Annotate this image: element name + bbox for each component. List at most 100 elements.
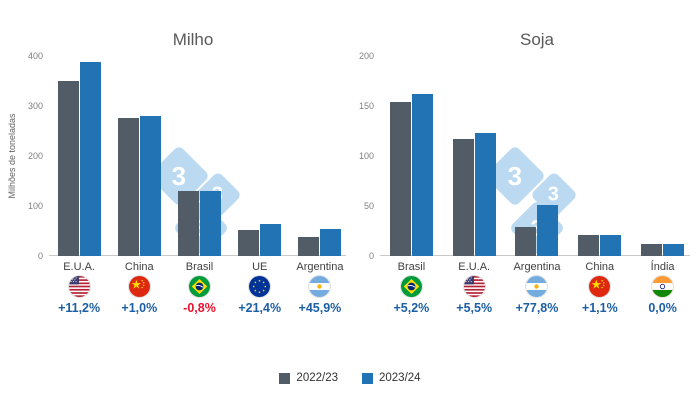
bar-group	[290, 56, 350, 256]
legend-item-2023-24: 2023/24	[362, 372, 421, 384]
china-flag-icon	[128, 276, 150, 297]
category-column: Índia 0,0%	[631, 56, 694, 315]
bar-group	[568, 56, 631, 256]
bar-2023-24	[260, 224, 282, 256]
category-label: E.U.A.	[458, 261, 491, 273]
category-column: China +1,1%	[568, 56, 631, 315]
chart-title: Milho	[172, 30, 214, 49]
legend-swatch-2023-24	[362, 372, 373, 384]
bar-2022-23	[515, 227, 537, 256]
change-percentage: +11,2%	[58, 301, 101, 315]
y-axis-tick-label: 400	[27, 51, 43, 61]
legend-item-2022-23: 2022/23	[279, 372, 338, 384]
chart-body: 050100150200333Brasil+5,2%E.U.A.+5,5%Arg…	[350, 51, 694, 315]
bar-2022-23	[298, 237, 320, 256]
bar-group	[380, 56, 443, 256]
usa-flag-icon	[68, 276, 90, 297]
ue-flag-icon	[249, 276, 271, 297]
bar-2023-24	[320, 228, 342, 256]
y-axis-tick-label: 100	[27, 201, 43, 211]
category-label: Argentina	[296, 261, 344, 273]
change-percentage: +5,2%	[393, 301, 430, 315]
y-axis-tick-label: 100	[358, 151, 374, 161]
bar-2022-23	[117, 117, 139, 256]
y-axis-tick-label: 300	[27, 101, 43, 111]
category-label: UE	[252, 261, 268, 273]
category-column: Argentina +77,8%	[506, 56, 569, 315]
bar-group	[169, 56, 229, 256]
category-label: Argentina	[513, 261, 561, 273]
category-label: E.U.A.	[63, 261, 95, 273]
category-label: Índia	[650, 261, 675, 273]
chart-title: Soja	[519, 30, 555, 49]
change-percentage: +1,1%	[581, 301, 618, 315]
change-percentage: 0,0%	[648, 301, 677, 315]
bar-group	[230, 56, 290, 256]
category-column: Argentina +45,9%	[290, 56, 350, 315]
bar-2022-23	[57, 81, 79, 256]
y-axis-tick-label: 0	[37, 251, 43, 261]
bar-group	[49, 56, 109, 256]
bar-group	[631, 56, 694, 256]
bar-2023-24	[200, 191, 221, 256]
bar-2023-24	[600, 235, 622, 256]
change-percentage: +1,0%	[121, 301, 158, 315]
bar-2022-23	[452, 139, 474, 256]
category-column: Brasil +5,2%	[380, 56, 443, 315]
bar-2022-23	[389, 102, 411, 256]
y-axis-tick-label: 200	[358, 51, 374, 61]
category-label: Brasil	[397, 261, 426, 273]
change-percentage: +21,4%	[238, 301, 282, 315]
chart-soja: Soja050100150200333Brasil+5,2%E.U.A.+5,5…	[350, 30, 694, 315]
y-axis: 0 100 200 300 400	[19, 51, 49, 261]
bar-2022-23	[178, 190, 199, 256]
category-columns: Brasil +5,2% E.U.A. +5,5% Argentina +77,8% Chi…	[380, 56, 694, 315]
legend-label-2023-24: 2023/24	[379, 372, 421, 384]
argentina-flag-icon	[526, 276, 548, 297]
y-axis-tick-label: 50	[363, 201, 374, 211]
category-column: Brasil -0,8%	[169, 56, 229, 315]
bar-group	[506, 56, 569, 256]
bar-2023-24	[537, 205, 559, 256]
bar-2023-24	[663, 244, 685, 256]
bar-2023-24	[411, 94, 433, 256]
chart-legend: 2022/23 2023/24	[0, 372, 700, 384]
category-columns: E.U.A. +11,2% China +1,0% Brasil -0,8% UE +21,4…	[49, 56, 350, 315]
plot-area: 333E.U.A.+11,2%China+1,0%Brasil-0,8%UE+2…	[49, 56, 350, 315]
plot-area: 333Brasil+5,2%E.U.A.+5,5%Argentina+77,8%…	[380, 56, 694, 315]
change-percentage: +77,8%	[515, 301, 559, 315]
bar-2022-23	[641, 244, 663, 256]
argentina-flag-icon	[309, 276, 331, 297]
usa-flag-icon	[463, 276, 485, 297]
bar-group	[443, 56, 506, 256]
change-percentage: +5,5%	[456, 301, 493, 315]
category-label: Brasil	[185, 261, 214, 273]
change-percentage: -0,8%	[183, 301, 216, 315]
category-column: E.U.A. +11,2%	[49, 56, 109, 315]
y-axis: 0 50 100 150 200	[350, 51, 380, 261]
india-flag-icon	[652, 276, 674, 297]
category-column: E.U.A. +5,5%	[443, 56, 506, 315]
y-axis-tick-label: 0	[368, 251, 374, 261]
bar-2023-24	[139, 116, 161, 256]
chart-body: Milhões de toneladas0100200300400333E.U.…	[6, 51, 350, 315]
y-axis-tick-label: 150	[358, 101, 374, 111]
y-axis-tick-label: 200	[27, 151, 43, 161]
bar-2023-24	[474, 133, 496, 256]
change-percentage: +45,9%	[298, 301, 342, 315]
category-label: China	[124, 261, 154, 273]
brasil-flag-icon	[400, 276, 422, 297]
bar-2023-24	[79, 61, 101, 256]
bar-2022-23	[578, 235, 600, 256]
y-axis-title-text: Milhões de toneladas	[7, 113, 17, 199]
china-flag-icon	[589, 276, 611, 297]
legend-label-2022-23: 2022/23	[296, 372, 338, 384]
y-axis-title: Milhões de toneladas	[6, 56, 19, 256]
legend-swatch-2022-23	[279, 372, 291, 384]
category-column: UE +21,4%	[230, 56, 290, 315]
bar-group	[109, 56, 169, 256]
category-column: China +1,0%	[109, 56, 169, 315]
